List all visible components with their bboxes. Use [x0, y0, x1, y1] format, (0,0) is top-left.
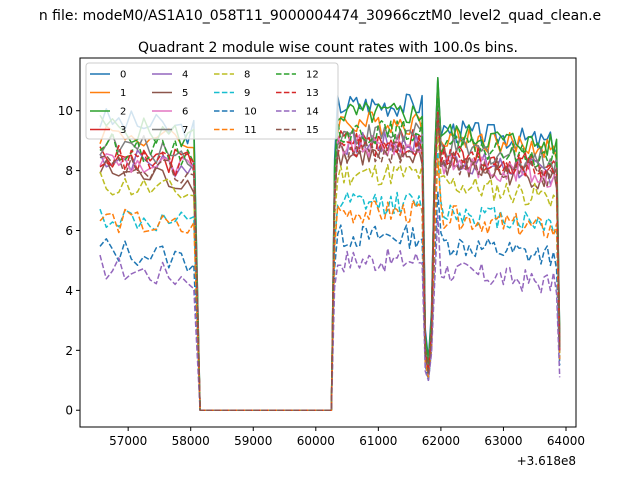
- legend-label-9: 9: [244, 88, 250, 99]
- legend-label-5: 5: [182, 88, 188, 99]
- y-tick-label: 0: [65, 404, 73, 418]
- x-tick-label: 62000: [422, 434, 460, 448]
- y-tick-label: 8: [65, 164, 73, 178]
- legend-label-2: 2: [120, 107, 126, 118]
- legend-label-15: 15: [306, 125, 319, 136]
- y-tick-label: 6: [65, 224, 73, 238]
- x-tick-label: 63000: [484, 434, 522, 448]
- plot-frame: [79, 57, 577, 428]
- legend-label-7: 7: [182, 125, 188, 136]
- series-line-13: [99, 109, 561, 411]
- x-tick-label: 57000: [109, 434, 147, 448]
- x-tick-label: 60000: [297, 434, 335, 448]
- y-tick-label: 10: [58, 104, 73, 118]
- legend-label-1: 1: [120, 88, 126, 99]
- legend-label-11: 11: [244, 125, 257, 136]
- x-offset-label: +3.618e8: [517, 454, 576, 468]
- legend-label-3: 3: [120, 125, 126, 136]
- legend-label-6: 6: [182, 107, 188, 118]
- legend-label-4: 4: [182, 70, 188, 81]
- legend-label-0: 0: [120, 70, 126, 81]
- legend-frame: [85, 62, 339, 140]
- legend-label-13: 13: [306, 88, 319, 99]
- x-tick-label: 58000: [172, 434, 210, 448]
- series-line-9: [99, 151, 561, 411]
- x-axis: 57000 58000 59000 60000 61000 62000 63000 64000: [109, 427, 585, 448]
- legend-label-12: 12: [306, 70, 319, 81]
- y-tick-label: 4: [65, 284, 73, 298]
- x-tick-label: 64000: [547, 434, 585, 448]
- series-line-15: [99, 112, 561, 411]
- x-tick-label: 61000: [359, 434, 397, 448]
- legend-label-14: 14: [306, 107, 319, 118]
- y-tick-label: 2: [65, 344, 73, 358]
- y-axis: 0 2 4 6 8 10: [58, 104, 80, 418]
- chart-title: Quadrant 2 module wise count rates with …: [138, 40, 518, 56]
- legend-label-10: 10: [244, 107, 257, 118]
- figure-suptitle: n file: modeM0/AS1A10_058T11_9000004474_…: [39, 8, 601, 24]
- x-tick-label: 59000: [234, 434, 272, 448]
- legend-label-8: 8: [244, 70, 250, 81]
- series-layer: [99, 77, 561, 411]
